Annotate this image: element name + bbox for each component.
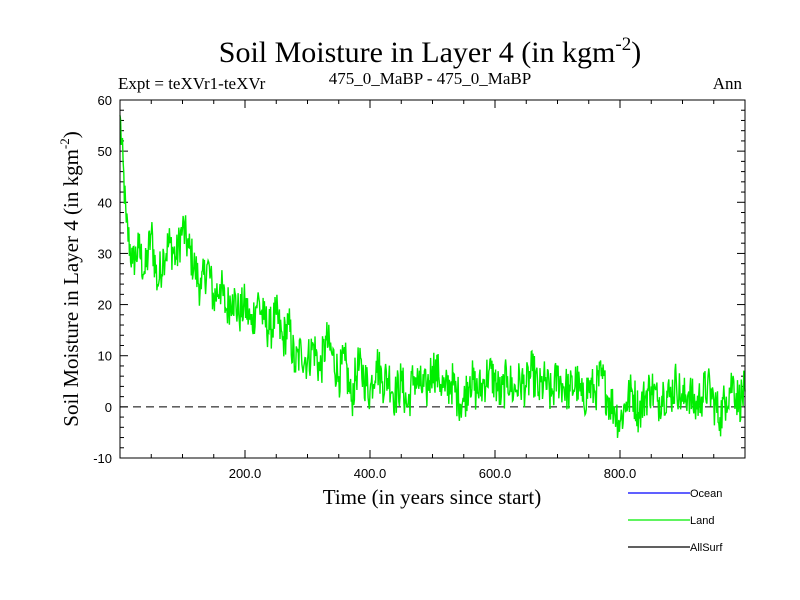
axis-ticks [119, 99, 746, 459]
x-tick-label: 200.0 [229, 466, 262, 481]
x-tick-labels: 200.0 400.0 600.0 800.0 [229, 466, 637, 481]
y-tick-label: 50 [98, 144, 112, 159]
plot-frame [119, 99, 746, 459]
legend-label-allsurf: AllSurf [690, 542, 723, 554]
y-tick-label: 40 [98, 195, 112, 210]
y-tick-label: 10 [98, 349, 112, 364]
chart-title: Soil Moisture in Layer 4 (in kgm-2) [219, 34, 641, 69]
y-tick-labels: -10 0 10 20 30 40 50 60 [93, 93, 112, 466]
legend-label-land: Land [690, 515, 714, 527]
y-tick-label: 60 [98, 93, 112, 108]
legend: Ocean Land AllSurf [628, 488, 723, 554]
x-tick-label: 800.0 [604, 466, 637, 481]
y-tick-label: 30 [98, 246, 112, 261]
y-tick-label: 0 [105, 400, 112, 415]
series-layer [119, 115, 746, 438]
legend-label-ocean: Ocean [690, 488, 722, 500]
y-tick-label: 20 [98, 298, 112, 313]
x-tick-label: 600.0 [479, 466, 512, 481]
y-tick-label: -10 [93, 451, 112, 466]
series-line-land [119, 115, 746, 438]
subtitle-season: Ann [713, 74, 743, 93]
x-tick-label: 400.0 [354, 466, 387, 481]
x-axis-label: Time (in years since start) [323, 485, 542, 509]
y-axis-label: Soil Moisture in Layer 4 (in kgm-2) [57, 131, 83, 426]
subtitle-experiment: Expt = teXVr1-teXVr [118, 74, 266, 93]
subtitle-period: 475_0_MaBP - 475_0_MaBP [329, 69, 531, 88]
